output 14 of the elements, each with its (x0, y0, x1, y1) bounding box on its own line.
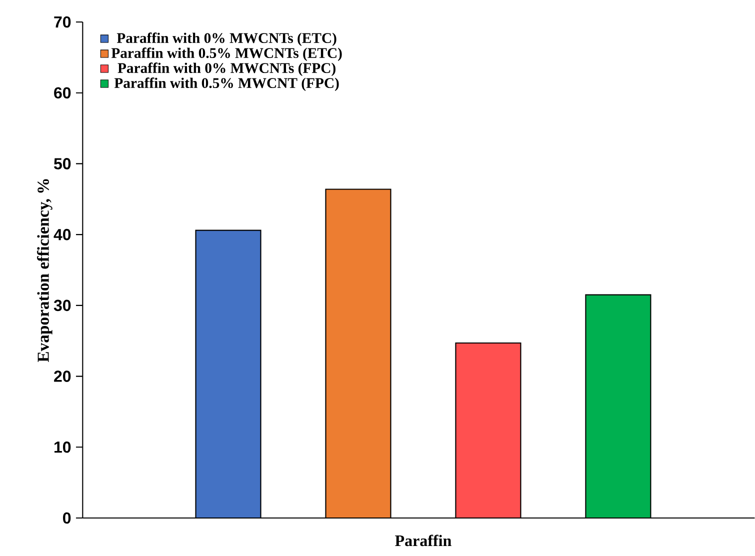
legend-label: Paraffin with 0% MWCNTs (ETC) (116, 32, 336, 46)
y-tick-label: 30 (54, 300, 71, 312)
y-tick-label: 50 (54, 158, 71, 170)
y-tick-label: 40 (54, 228, 71, 240)
y-tick-label: 0 (63, 512, 71, 524)
x-tick-label: Paraffin (395, 534, 452, 546)
y-axis-title: Evaporation efficiency, % (37, 179, 52, 362)
legend-label: Paraffin with 0.5% MWCNT (FPC) (114, 78, 339, 91)
y-tick-label: 70 (54, 16, 71, 28)
y-tick-label: 60 (54, 87, 71, 99)
legend-label: Paraffin with 0% MWCNTs (FPC) (118, 62, 336, 76)
legend-label: Paraffin with 0.5% MWCNTs (ETC) (111, 48, 342, 61)
y-tick-label: 10 (54, 441, 71, 453)
y-tick-label: 20 (54, 370, 71, 382)
